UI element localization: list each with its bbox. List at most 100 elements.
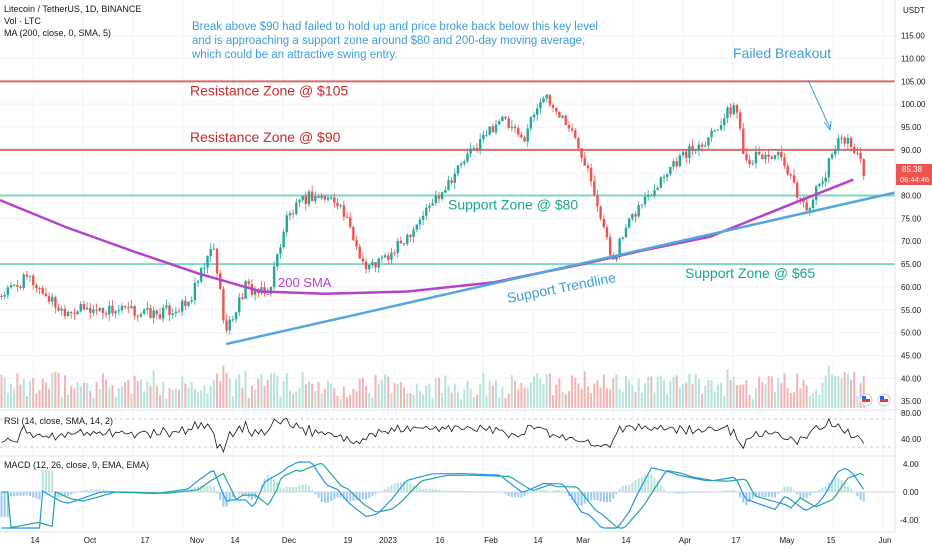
volume-bar [289, 390, 291, 408]
candle-body [3, 295, 5, 297]
volume-bar [853, 372, 855, 408]
volume-bar [650, 377, 652, 408]
candle-body [656, 188, 658, 190]
candle-body [679, 155, 681, 166]
macd-histogram-bar [267, 475, 269, 492]
volume-bar [660, 376, 662, 408]
volume-bar [657, 377, 659, 408]
volume-bar [837, 376, 839, 408]
candle-body [390, 253, 392, 260]
candle-body [67, 312, 69, 316]
candle-body [796, 183, 798, 198]
candle-body [73, 313, 75, 314]
volume-bar [318, 382, 320, 408]
candle-body [308, 192, 310, 205]
volume-bar [546, 374, 548, 408]
macd-histogram-bar [327, 492, 329, 503]
sma-label: 200 SMA [278, 275, 332, 290]
volume-bar [492, 386, 494, 408]
volume-bar [365, 386, 367, 408]
macd-histogram-bar [847, 486, 849, 492]
time-tick-label: Oct [84, 536, 97, 545]
volume-bar [749, 395, 751, 408]
volume-bar [311, 384, 313, 408]
volume-bar [48, 389, 50, 408]
candle-body [561, 116, 563, 118]
volume-bar [533, 376, 535, 408]
candle-body [374, 262, 376, 267]
volume-bar [714, 391, 716, 408]
candle-body [821, 182, 823, 184]
candle-body [825, 177, 827, 181]
volume-bar [625, 376, 627, 408]
analysis-note: Break above $90 had failed to hold up an… [192, 20, 612, 62]
volume-bar [26, 396, 28, 408]
volume-bar [267, 380, 269, 408]
volume-bar [552, 395, 554, 408]
volume-bar [10, 384, 12, 408]
volume-bar [165, 398, 167, 408]
volume-bar [698, 379, 700, 408]
candle-body [834, 150, 836, 154]
volume-bar [35, 393, 37, 408]
event-flag-stripe [880, 399, 888, 402]
candle-body [720, 125, 722, 129]
volume-bar [812, 393, 814, 408]
candle-body [479, 139, 481, 150]
candle-body [159, 314, 161, 318]
candle-body [86, 308, 88, 309]
volume-bar [248, 398, 250, 408]
candle-body [133, 306, 135, 316]
candle-body [412, 230, 414, 237]
candle-body [546, 95, 548, 99]
volume-bar [701, 394, 703, 408]
volume-bar [413, 395, 415, 408]
candle-body [387, 255, 389, 259]
volume-bar [260, 374, 262, 408]
macd-histogram-bar [67, 492, 69, 496]
volume-bar [549, 373, 551, 408]
candle-body [320, 196, 322, 198]
macd-histogram-bar [286, 487, 288, 492]
failed-breakout-label: Failed Breakout [733, 45, 831, 61]
candle-body [118, 310, 120, 311]
candle-body [742, 129, 744, 154]
candle-body [527, 129, 529, 142]
volume-bar [118, 388, 120, 408]
macd-histogram-bar [628, 485, 630, 492]
macd-histogram-bar [625, 485, 627, 492]
macd-histogram-bar [13, 492, 15, 496]
candle-body [837, 138, 839, 150]
candle-body [0, 296, 2, 297]
candle-body [485, 135, 487, 136]
volume-bar [486, 395, 488, 408]
volume-bar [257, 378, 259, 408]
volume-bar [324, 389, 326, 408]
volume-bar [717, 384, 719, 408]
volume-bar [245, 371, 247, 408]
time-tick-label: Dec [282, 536, 296, 545]
resistance-105-label: Resistance Zone @ $105 [190, 82, 348, 98]
macd-histogram-bar [29, 492, 31, 496]
candle-body [181, 301, 183, 312]
volume-bar [108, 387, 110, 408]
volume-bar [831, 374, 833, 408]
volume-bar [774, 392, 776, 408]
volume-bar [536, 373, 538, 408]
macd-histogram-bar [806, 492, 808, 498]
candle-body [130, 306, 132, 308]
candle-body [276, 254, 278, 266]
candle-body [710, 131, 712, 138]
candle-body [61, 309, 63, 311]
volume-bar [834, 376, 836, 408]
volume-bar [368, 393, 370, 408]
candle-body [213, 249, 215, 250]
volume-bar [298, 388, 300, 408]
volume-bar [86, 383, 88, 408]
volume-bar [676, 375, 678, 408]
volume-bar [847, 374, 849, 408]
volume-bar [562, 392, 564, 408]
candle-body [669, 167, 671, 174]
volume-bar [39, 390, 41, 408]
candle-body [305, 196, 307, 204]
